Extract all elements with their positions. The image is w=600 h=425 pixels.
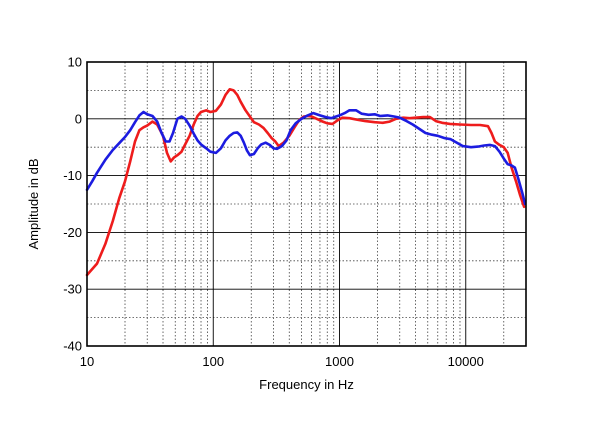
y-tick-label: -10 xyxy=(63,168,82,183)
x-tick-labels: 10 100 1000 10000 xyxy=(80,354,484,369)
y-tick-label: 0 xyxy=(75,111,82,126)
series-layer xyxy=(85,88,527,277)
y-tick-label: 10 xyxy=(68,55,82,70)
y-tick-label: -40 xyxy=(63,339,82,354)
x-tick-label: 100 xyxy=(202,354,224,369)
x-axis-label: Frequency in Hz xyxy=(259,377,354,392)
y-axis-label: Amplitude in dB xyxy=(26,158,41,249)
y-tick-label: -30 xyxy=(63,282,82,297)
series-line-1 xyxy=(85,88,526,277)
x-tick-label: 10000 xyxy=(448,354,484,369)
plot-frame xyxy=(86,61,527,347)
y-tick-labels: 10 0 -10 -20 -30 -40 xyxy=(63,55,82,354)
plot-area xyxy=(87,62,526,346)
series-line-2 xyxy=(85,109,527,206)
x-tick-label: 10 xyxy=(80,354,94,369)
x-tick-label: 1000 xyxy=(325,354,354,369)
y-tick-label: -20 xyxy=(63,225,82,240)
